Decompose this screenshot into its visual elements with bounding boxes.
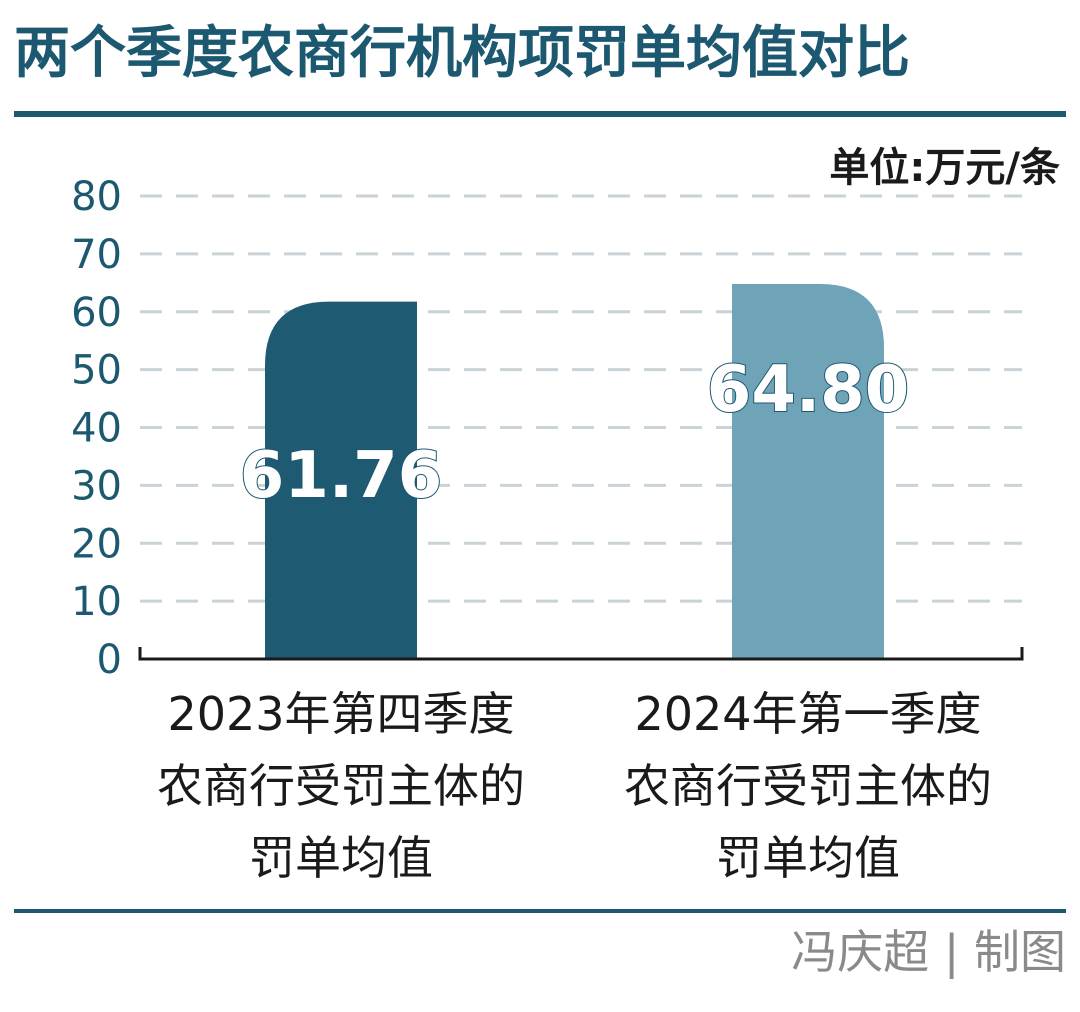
y-tick-label-60: 60	[71, 290, 122, 336]
y-tick-label-30: 30	[71, 463, 122, 509]
bar-value-label-1: 64.80	[707, 353, 909, 427]
bar-chart: 0 10 20 30 40 50 60 70 80 61.76 64.80	[71, 174, 1024, 683]
y-tick-label-20: 20	[71, 521, 122, 567]
footer-divider	[14, 909, 1066, 913]
y-tick-label-50: 50	[71, 348, 122, 394]
y-axis-ticks: 0 10 20 30 40 50 60 70 80	[71, 174, 122, 683]
y-tick-label-10: 10	[71, 579, 122, 625]
chart-title: 两个季度农商行机构项罚单均值对比	[14, 21, 910, 86]
y-tick-label-40: 40	[71, 406, 122, 452]
x-axis-line	[138, 647, 1024, 661]
unit-label: 单位:万元/条	[829, 145, 1060, 191]
bar-value-labels: 61.76 64.80	[239, 352, 910, 514]
category-label-q1-2024: 2024年第一季度 农商行受罚主体的 罚单均值	[624, 687, 992, 885]
credit-text: 冯庆超 | 制图	[791, 925, 1066, 979]
y-tick-label-0: 0	[97, 637, 122, 683]
y-tick-label-80: 80	[71, 174, 122, 220]
category-label-q4-2023: 2023年第四季度 农商行受罚主体的 罚单均值	[157, 687, 525, 885]
bar-0	[265, 301, 417, 659]
bar-value-label-0: 61.76	[240, 439, 442, 513]
bars	[265, 283, 884, 659]
y-tick-label-70: 70	[71, 232, 122, 278]
title-divider	[14, 111, 1066, 117]
bar-1	[732, 283, 884, 659]
